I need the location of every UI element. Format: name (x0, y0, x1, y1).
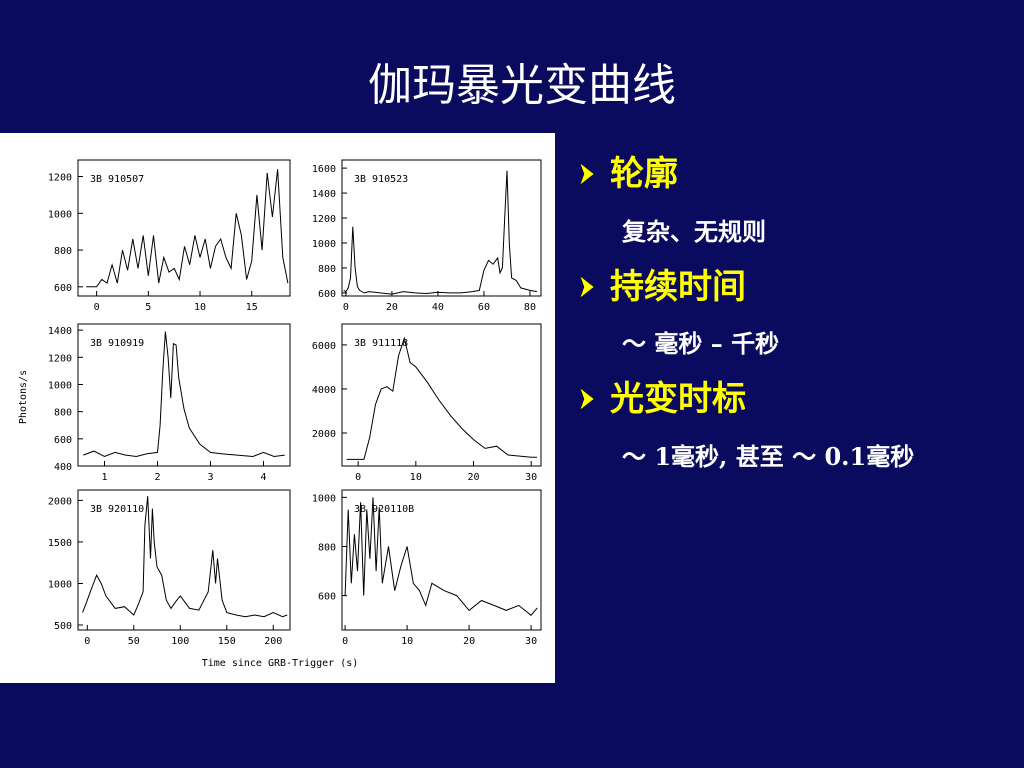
x-tick-label: 0 (342, 636, 348, 647)
y-axis-label: Photons/s (18, 370, 29, 424)
y-tick-label: 1000 (48, 380, 72, 391)
y-tick-label: 1500 (48, 538, 72, 549)
y-tick-label: 500 (54, 621, 72, 632)
panel-frame (341, 489, 542, 631)
x-tick-label: 30 (525, 636, 537, 647)
x-tick-label: 10 (401, 636, 413, 647)
y-tick-label: 1200 (312, 214, 336, 225)
light-curve (346, 336, 537, 460)
y-tick-label: 800 (318, 542, 336, 553)
x-axis-label: Time since GRB-Trigger (s) (202, 658, 359, 669)
panel-frame (77, 489, 291, 631)
panel-label: 3B 910919 (90, 338, 144, 349)
y-tick-label: 1000 (48, 579, 72, 590)
y-tick-label: 1000 (48, 209, 72, 220)
panel-label: 3B 911118 (354, 338, 408, 349)
y-tick-label: 1000 (312, 239, 336, 250)
panel-frame (341, 159, 542, 297)
light-curve (82, 496, 288, 618)
x-tick-label: 150 (218, 636, 236, 647)
bullet-text: 复杂、无规则 (621, 217, 766, 246)
panel-frame (77, 159, 291, 297)
x-tick-label: 0 (355, 472, 361, 483)
x-tick-label: 20 (463, 636, 475, 647)
x-tick-label: 100 (171, 636, 189, 647)
x-tick-label: 5 (145, 302, 151, 313)
y-tick-label: 400 (54, 462, 72, 473)
x-tick-label: 40 (432, 302, 444, 313)
bullet-heading: 光变时标 (610, 379, 746, 419)
x-tick-label: 0 (94, 302, 100, 313)
bullet-icon (579, 387, 595, 411)
y-tick-label: 2000 (48, 496, 72, 507)
y-tick-label: 800 (318, 264, 336, 275)
panel-label: 3B 920110B (354, 504, 414, 515)
x-tick-label: 0 (343, 302, 349, 313)
x-tick-label: 1 (101, 472, 107, 483)
y-tick-label: 1400 (48, 326, 72, 337)
light-curve (344, 497, 538, 616)
x-tick-label: 4 (260, 472, 266, 483)
panel-label: 3B 920110 (90, 504, 144, 515)
y-tick-label: 800 (54, 246, 72, 257)
bullet-heading: 轮廓 (610, 154, 678, 194)
y-tick-label: 1400 (312, 189, 336, 200)
x-tick-label: 15 (246, 302, 258, 313)
bullet-heading: 持续时间 (610, 267, 746, 307)
x-tick-label: 10 (410, 472, 422, 483)
bullet-text: ～ 1毫秒, 甚至 ～ 0.1毫秒 (622, 442, 914, 471)
x-tick-label: 10 (194, 302, 206, 313)
x-tick-label: 50 (128, 636, 140, 647)
panel-frame (77, 323, 291, 467)
panel-label: 3B 910507 (90, 174, 144, 185)
figure-background (0, 133, 555, 683)
y-tick-label: 600 (318, 592, 336, 603)
bullet-icon (579, 162, 595, 186)
y-tick-label: 1200 (48, 173, 72, 184)
light-curve (83, 331, 285, 458)
y-tick-label: 600 (54, 435, 72, 446)
y-tick-label: 600 (54, 283, 72, 294)
y-tick-label: 1600 (312, 164, 336, 175)
y-tick-label: 600 (318, 289, 336, 300)
x-tick-label: 60 (478, 302, 490, 313)
y-tick-label: 4000 (312, 385, 336, 396)
y-tick-label: 1200 (48, 353, 72, 364)
bullet-icon (579, 275, 595, 299)
x-tick-label: 20 (467, 472, 479, 483)
x-tick-label: 2 (154, 472, 160, 483)
panel-label: 3B 910523 (354, 174, 408, 185)
x-tick-label: 3 (207, 472, 213, 483)
bullet-text: ～ 毫秒 – 千秒 (622, 329, 779, 358)
y-tick-label: 800 (54, 408, 72, 419)
x-tick-label: 80 (524, 302, 536, 313)
slide-title: 伽玛暴光变曲线 (368, 60, 676, 111)
y-tick-label: 1000 (312, 493, 336, 504)
light-curve (343, 170, 537, 295)
y-tick-label: 6000 (312, 341, 336, 352)
y-tick-label: 2000 (312, 429, 336, 440)
light-curve (86, 169, 289, 288)
x-tick-label: 200 (264, 636, 282, 647)
x-tick-label: 30 (525, 472, 537, 483)
x-tick-label: 20 (386, 302, 398, 313)
x-tick-label: 0 (84, 636, 90, 647)
panel-frame (341, 323, 542, 467)
